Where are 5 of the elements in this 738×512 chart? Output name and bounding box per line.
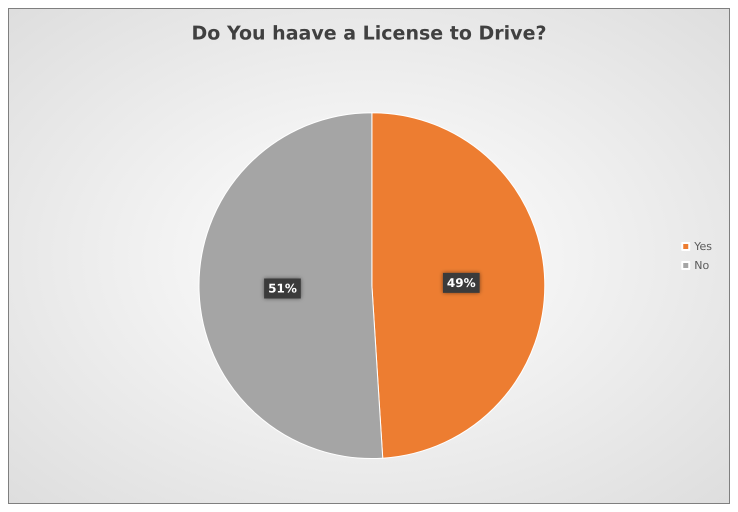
data-label: 49%: [446, 276, 476, 290]
legend-label: Yes: [693, 240, 712, 253]
chart-title: Do You haave a License to Drive?: [192, 22, 546, 44]
data-label: 51%: [268, 281, 297, 296]
legend-label: No: [694, 259, 710, 272]
